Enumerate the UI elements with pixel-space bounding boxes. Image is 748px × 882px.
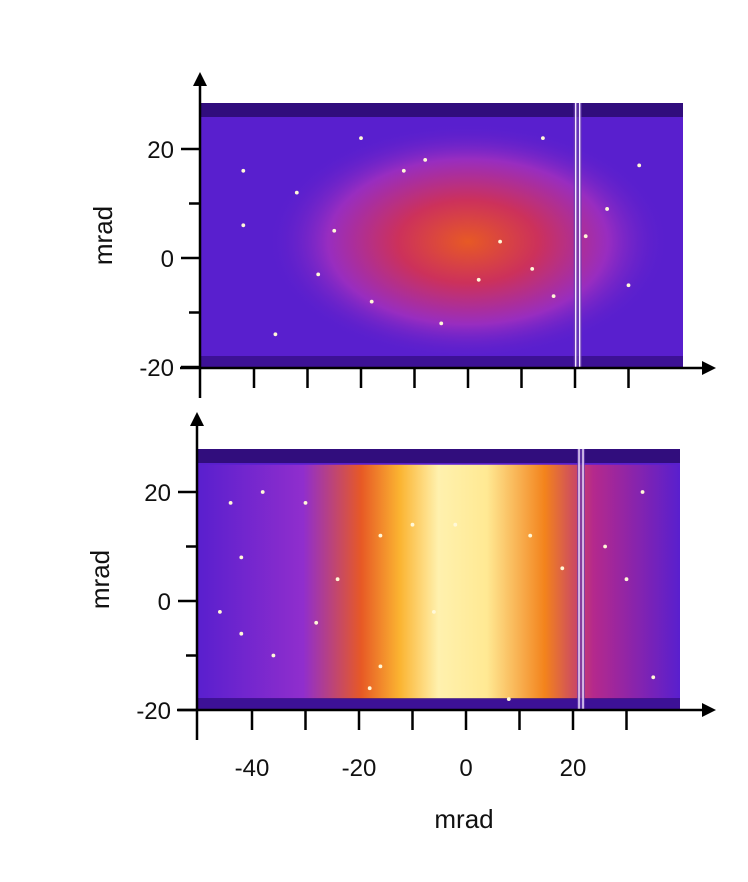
hot-spot bbox=[228, 501, 233, 505]
hot-spot bbox=[476, 277, 481, 282]
hot-spot bbox=[260, 490, 265, 494]
hot-spot bbox=[626, 283, 631, 288]
hot-spot bbox=[528, 533, 533, 538]
hot-spot bbox=[303, 501, 308, 505]
hot-spot bbox=[367, 686, 372, 691]
hot-spot bbox=[314, 620, 319, 625]
hot-spot bbox=[241, 168, 246, 173]
hot-spot bbox=[294, 190, 299, 195]
y-tick-label: 20 bbox=[147, 137, 174, 164]
hot-spot bbox=[453, 522, 458, 527]
detector-bottom-edge bbox=[200, 356, 683, 368]
hot-spot bbox=[624, 577, 629, 582]
detector-bottom-edge bbox=[197, 698, 680, 710]
y-tick-label: 0 bbox=[161, 246, 174, 273]
hot-spot bbox=[369, 299, 374, 304]
hot-spot bbox=[432, 610, 436, 614]
x-tick-label: -40 bbox=[235, 755, 270, 782]
hot-spot bbox=[359, 136, 363, 141]
hot-spot bbox=[498, 239, 502, 244]
hot-spot bbox=[401, 168, 406, 173]
bottom-x-axis-title: mrad bbox=[434, 804, 493, 834]
y-axis-title: mrad bbox=[88, 206, 118, 265]
x-tick-label: -20 bbox=[342, 755, 377, 782]
y-tick-label: 20 bbox=[144, 480, 171, 507]
x-axis-arrow bbox=[702, 361, 716, 375]
top-panel: -20 0 20 mrad bbox=[88, 72, 716, 398]
hot-spot bbox=[273, 332, 278, 337]
hot-spot bbox=[439, 321, 444, 326]
stripe-artifact bbox=[577, 449, 586, 710]
hot-spot bbox=[239, 631, 244, 636]
hot-spot bbox=[335, 577, 340, 582]
detector-top-edge bbox=[197, 449, 680, 463]
x-tick-label: 20 bbox=[560, 755, 587, 782]
y-tick-label: -20 bbox=[139, 355, 174, 382]
hot-spot bbox=[605, 207, 609, 211]
hot-spot bbox=[583, 234, 588, 239]
hot-spot bbox=[551, 294, 556, 299]
hot-spot bbox=[316, 272, 321, 277]
y-axis-arrow bbox=[190, 412, 204, 426]
y-tick-label: -20 bbox=[136, 698, 171, 725]
hot-spot bbox=[241, 223, 246, 228]
hot-spot bbox=[423, 158, 428, 162]
y-axis-arrow bbox=[193, 72, 207, 86]
hot-spot bbox=[271, 653, 276, 658]
y-axis-title: mrad bbox=[85, 550, 115, 609]
hot-spot bbox=[603, 544, 607, 549]
hot-spot bbox=[378, 533, 383, 538]
y-tick-label: 0 bbox=[158, 589, 171, 616]
hot-spot bbox=[560, 566, 565, 571]
hot-spot bbox=[640, 490, 645, 494]
stripe-artifact bbox=[573, 103, 582, 368]
hot-spot bbox=[530, 267, 535, 271]
hot-spot bbox=[541, 136, 545, 141]
detector-top-edge bbox=[200, 103, 683, 117]
hot-spot bbox=[651, 675, 656, 680]
hot-spot bbox=[378, 664, 383, 669]
hot-spot bbox=[637, 163, 642, 168]
hot-spot bbox=[332, 228, 337, 233]
hot-spot bbox=[506, 697, 511, 701]
hot-spot bbox=[410, 522, 415, 527]
bottom-panel: -20 0 20 -40 -20 0 20 mrad bbox=[85, 412, 716, 782]
x-tick-label: 0 bbox=[459, 755, 472, 782]
hot-spot bbox=[218, 610, 222, 614]
intensity-band bbox=[197, 464, 680, 700]
x-axis-arrow bbox=[702, 703, 716, 717]
intensity-blob bbox=[267, 123, 669, 360]
hot-spot bbox=[239, 555, 244, 560]
